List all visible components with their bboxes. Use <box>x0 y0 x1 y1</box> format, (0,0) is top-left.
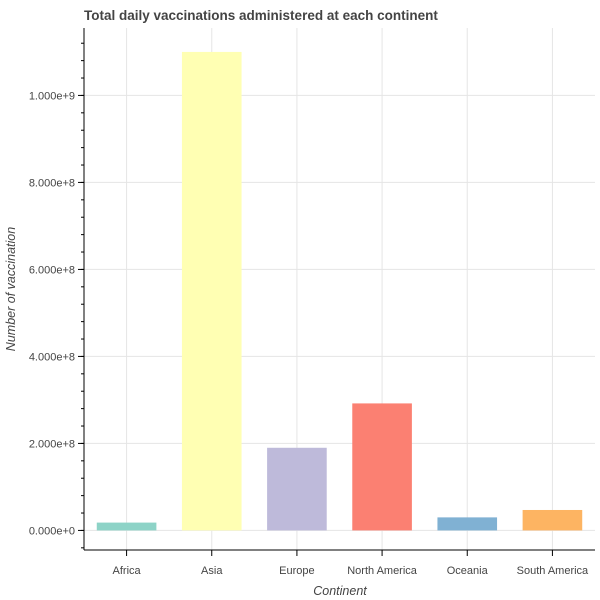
x-tick-label: South America <box>517 565 589 577</box>
y-tick-label: 1.000e+9 <box>29 90 75 102</box>
x-axis-label: Continent <box>313 584 367 598</box>
y-tick-label: 6.000e+8 <box>29 264 75 276</box>
bar-oceania <box>437 517 498 531</box>
bars <box>96 51 583 531</box>
bar-europe <box>267 447 327 531</box>
grid <box>84 28 595 550</box>
bar-south-america <box>522 509 583 531</box>
y-tick-label: 0.000e+0 <box>29 525 75 537</box>
y-tick-label: 2.000e+8 <box>29 438 75 450</box>
bar-asia <box>181 51 242 531</box>
x-tick-label: Africa <box>113 565 142 577</box>
chart-title: Total daily vaccinations administered at… <box>84 8 438 23</box>
y-tick-label: 4.000e+8 <box>29 351 75 363</box>
bar-africa <box>96 522 157 531</box>
axes: 0.000e+0 2.000e+8 4.000e+8 6.000e+8 8.000e+8… <box>29 28 595 577</box>
y-tick-label: 8.000e+8 <box>29 177 75 189</box>
y-axis-label: Number of vaccination <box>4 227 18 351</box>
x-tick-label: Oceania <box>447 565 489 577</box>
x-tick-label: Asia <box>201 565 223 577</box>
x-tick-label: Europe <box>279 565 314 577</box>
x-tick-label: North America <box>347 565 418 577</box>
bar-north-america <box>352 403 412 531</box>
